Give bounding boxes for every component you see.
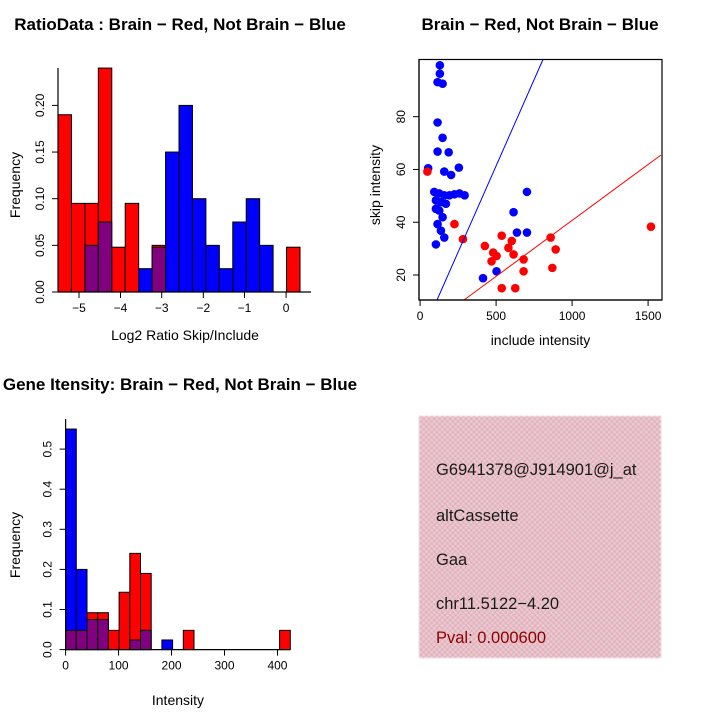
svg-text:400: 400 bbox=[267, 659, 287, 673]
svg-text:Gene Itensity: Brain − Red, No: Gene Itensity: Brain − Red, Not Brain − … bbox=[3, 375, 357, 394]
svg-text:Pval: 0.000600: Pval: 0.000600 bbox=[436, 629, 546, 647]
svg-text:Gaa: Gaa bbox=[436, 551, 468, 569]
svg-text:skip intensity: skip intensity bbox=[367, 145, 383, 225]
svg-text:0.15: 0.15 bbox=[33, 140, 47, 164]
svg-text:0.3: 0.3 bbox=[41, 521, 55, 538]
svg-text:Frequency: Frequency bbox=[7, 152, 23, 218]
svg-text:0.0: 0.0 bbox=[41, 641, 55, 658]
svg-text:0.05: 0.05 bbox=[33, 233, 47, 257]
svg-text:1500: 1500 bbox=[635, 309, 662, 323]
svg-text:−2: −2 bbox=[196, 301, 210, 315]
svg-text:chr11.5122−4.20: chr11.5122−4.20 bbox=[436, 595, 559, 613]
svg-text:0.20: 0.20 bbox=[33, 93, 47, 117]
svg-text:0.00: 0.00 bbox=[33, 280, 47, 304]
svg-text:500: 500 bbox=[486, 309, 506, 323]
svg-text:Intensity: Intensity bbox=[152, 692, 204, 708]
svg-text:40: 40 bbox=[394, 215, 408, 229]
svg-text:altCassette: altCassette bbox=[436, 507, 519, 525]
svg-text:0.2: 0.2 bbox=[41, 561, 55, 578]
svg-text:60: 60 bbox=[394, 162, 408, 176]
svg-text:80: 80 bbox=[394, 110, 408, 124]
svg-text:−3: −3 bbox=[155, 301, 169, 315]
svg-text:G6941378@J914901@j_at: G6941378@J914901@j_at bbox=[436, 461, 637, 479]
svg-text:Frequency: Frequency bbox=[7, 512, 23, 578]
svg-text:0: 0 bbox=[62, 659, 69, 673]
svg-text:RatioData : Brain − Red, Not B: RatioData : Brain − Red, Not Brain − Blu… bbox=[14, 15, 346, 34]
svg-text:include intensity: include intensity bbox=[491, 332, 591, 348]
svg-text:300: 300 bbox=[214, 659, 234, 673]
svg-text:Brain − Red, Not Brain − Blue: Brain − Red, Not Brain − Blue bbox=[421, 15, 658, 34]
svg-text:Log2 Ratio Skip/Include: Log2 Ratio Skip/Include bbox=[111, 327, 259, 343]
svg-text:0: 0 bbox=[283, 301, 290, 315]
svg-text:−4: −4 bbox=[114, 301, 128, 315]
svg-text:20: 20 bbox=[394, 268, 408, 282]
svg-text:0.5: 0.5 bbox=[41, 440, 55, 457]
svg-text:1000: 1000 bbox=[559, 309, 586, 323]
svg-text:0.1: 0.1 bbox=[41, 601, 55, 618]
svg-text:−1: −1 bbox=[238, 301, 252, 315]
svg-text:0.4: 0.4 bbox=[41, 481, 55, 498]
svg-text:0.10: 0.10 bbox=[33, 187, 47, 211]
svg-text:−5: −5 bbox=[72, 301, 86, 315]
svg-text:200: 200 bbox=[162, 659, 182, 673]
svg-text:0: 0 bbox=[417, 309, 424, 323]
svg-text:100: 100 bbox=[109, 659, 129, 673]
